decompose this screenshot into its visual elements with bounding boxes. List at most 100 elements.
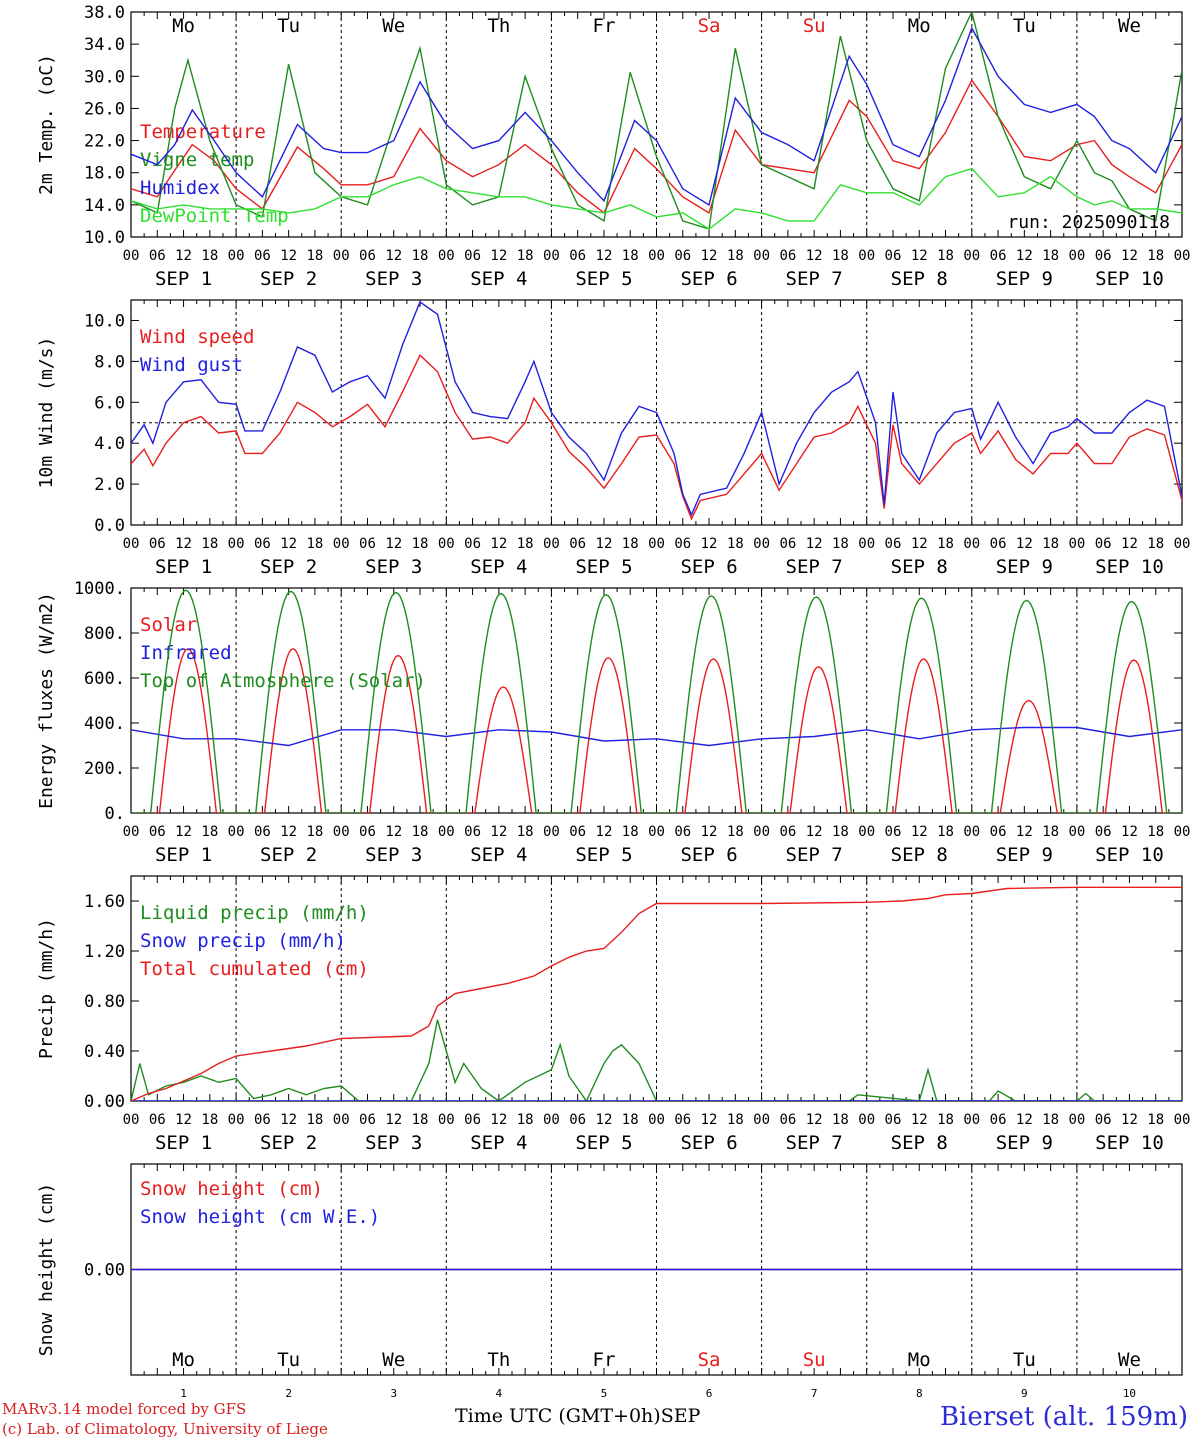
hour-tick-label: 12 [1121, 1112, 1138, 1128]
hour-tick-label: 00 [963, 248, 980, 264]
hour-tick-label: 06 [885, 824, 902, 840]
hour-tick-label: 00 [123, 824, 140, 840]
hour-tick-label: 00 [438, 824, 455, 840]
y-tick-label: 4.0 [94, 434, 125, 454]
hour-tick-label: 00 [858, 248, 875, 264]
weekday-label-bottom: Th [487, 1349, 510, 1371]
hour-tick-label: 06 [885, 1112, 902, 1128]
y-tick-label: 200. [84, 759, 125, 779]
legend-entry: Wind gust [140, 354, 243, 376]
hour-tick-label: 18 [201, 1112, 218, 1128]
hour-tick-label: 12 [806, 248, 823, 264]
hour-tick-label: 18 [1147, 1112, 1164, 1128]
run-label: run: 2025090118 [1007, 212, 1170, 233]
date-label: SEP 2 [260, 844, 317, 866]
hour-tick-label: 18 [412, 1112, 429, 1128]
date-label: SEP 9 [996, 1132, 1053, 1154]
series-line-infrared [131, 726, 1182, 747]
hour-tick-label: 18 [201, 536, 218, 552]
date-label: SEP 3 [365, 844, 422, 866]
series-line-total-cumulated-cm- [131, 886, 1182, 1101]
date-label: SEP 5 [575, 844, 632, 866]
footer-model: MARv3.14 model forced by GFS [2, 1400, 247, 1418]
y-tick-label: 14.0 [84, 196, 125, 216]
hour-tick-label: 06 [885, 536, 902, 552]
hour-tick-label: 18 [727, 1112, 744, 1128]
hour-tick-label: 18 [1147, 248, 1164, 264]
station-label: Bierset (alt. 159m) [939, 1402, 1188, 1432]
y-tick-label: 0.00 [84, 1261, 125, 1281]
date-label: SEP 6 [680, 844, 737, 866]
hour-tick-label: 12 [701, 536, 718, 552]
legend-entry: Snow precip (mm/h) [140, 930, 346, 952]
weekday-label-top: Su [803, 15, 826, 37]
panel-wind: 0.0 2.0 4.0 6.0 8.0 10.0 10m Wind (m/s) Wind sp… [36, 299, 1190, 578]
date-label: SEP 9 [996, 844, 1053, 866]
hour-tick-label: 06 [464, 248, 481, 264]
hour-tick-label: 12 [1016, 1112, 1033, 1128]
day-number: 3 [390, 1387, 397, 1400]
y-tick-label: 2.0 [94, 475, 125, 495]
panel-precip: 0.00 0.40 0.80 1.20 1.60 Precip (mm/h) Liquid … [36, 875, 1190, 1154]
hour-tick-label: 12 [701, 248, 718, 264]
hour-tick-label: 06 [359, 248, 376, 264]
y-tick-label: 0.80 [84, 992, 125, 1012]
y-axis-label: 10m Wind (m/s) [36, 337, 57, 489]
hour-tick-label: 00 [648, 1112, 665, 1128]
hour-tick-label: 00 [1174, 824, 1191, 840]
hour-tick-label: 06 [254, 824, 271, 840]
date-label: SEP 9 [996, 556, 1053, 578]
y-tick-label: 8.0 [94, 352, 125, 372]
panel-energy: 0. 200. 400. 600. 800. 1000. Energy fluxes (W/… [36, 579, 1190, 866]
date-label: SEP 8 [891, 556, 948, 578]
footer-lab: (c) Lab. of Climatology, University of L… [2, 1420, 328, 1438]
hour-tick-label: 18 [937, 248, 954, 264]
hour-tick-label: 06 [464, 1112, 481, 1128]
hour-tick-label: 12 [911, 248, 928, 264]
date-label: SEP 7 [786, 268, 843, 290]
series-line-temperature [131, 78, 1182, 214]
hour-tick-label: 00 [753, 1112, 770, 1128]
hour-tick-label: 00 [543, 824, 560, 840]
legend-entry: Infrared [140, 642, 232, 664]
date-label: SEP 3 [365, 556, 422, 578]
hour-tick-label: 12 [1016, 824, 1033, 840]
legend-entry: Liquid precip (mm/h) [140, 902, 369, 924]
date-label: SEP 6 [680, 268, 737, 290]
panel-snow: 0.00 Snow height (cm) Snow height (cm) Snow… [36, 1163, 1183, 1376]
hour-tick-label: 12 [385, 536, 402, 552]
hour-tick-label: 00 [543, 1112, 560, 1128]
hour-tick-label: 00 [753, 824, 770, 840]
date-label: SEP 5 [575, 556, 632, 578]
hour-tick-label: 12 [280, 1112, 297, 1128]
weekday-label-bottom: Tu [1013, 1349, 1036, 1371]
hour-tick-label: 06 [254, 248, 271, 264]
y-tick-label: 800. [84, 624, 125, 644]
date-label: SEP 2 [260, 268, 317, 290]
hour-tick-label: 18 [517, 1112, 534, 1128]
y-tick-label: 18.0 [84, 164, 125, 184]
y-tick-label: 34.0 [84, 35, 125, 55]
hour-tick-label: 12 [806, 1112, 823, 1128]
day-number: 8 [916, 1387, 923, 1400]
hour-tick-label: 00 [1068, 824, 1085, 840]
y-tick-label: 1000. [74, 579, 125, 599]
hour-tick-label: 18 [1042, 248, 1059, 264]
hour-tick-label: 18 [622, 248, 639, 264]
hour-tick-label: 06 [569, 536, 586, 552]
date-label: SEP 1 [155, 844, 212, 866]
weekday-label-bottom: Su [803, 1349, 826, 1371]
hour-tick-label: 06 [569, 1112, 586, 1128]
hour-tick-label: 18 [517, 536, 534, 552]
hour-tick-label: 00 [858, 536, 875, 552]
hour-tick-label: 00 [963, 824, 980, 840]
hour-tick-label: 00 [228, 824, 245, 840]
y-tick-label: 38.0 [84, 3, 125, 23]
hour-tick-label: 12 [280, 248, 297, 264]
hour-tick-label: 00 [123, 536, 140, 552]
hour-tick-label: 18 [306, 1112, 323, 1128]
hour-tick-label: 12 [385, 248, 402, 264]
date-label: SEP 10 [1095, 556, 1164, 578]
hour-tick-label: 06 [149, 1112, 166, 1128]
hour-tick-label: 18 [412, 824, 429, 840]
